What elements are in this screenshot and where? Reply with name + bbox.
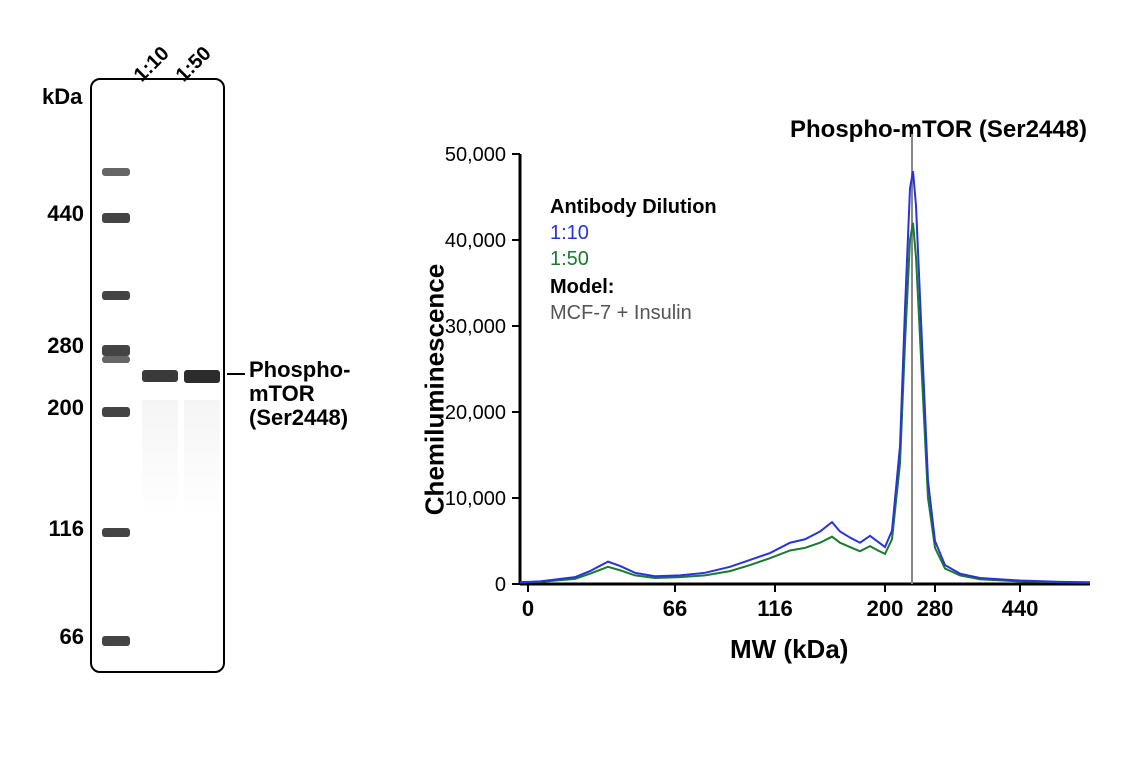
y-tick-label: 0 bbox=[495, 574, 506, 596]
y-tick-label: 20,000 bbox=[445, 402, 506, 424]
series-line-2 bbox=[520, 223, 1090, 583]
x-tick-label: 116 bbox=[757, 596, 793, 621]
chart-svg: 0 10,000 20,000 30,000 40,000 50,000 0 66 116 200… bbox=[400, 74, 1120, 694]
band-label: Phospho-mTOR (Ser2448) bbox=[249, 358, 400, 431]
x-tick-label: 440 bbox=[1002, 596, 1039, 621]
kda-tick-label: 280 bbox=[34, 333, 84, 359]
ladder-band bbox=[102, 168, 130, 176]
sample-smear bbox=[142, 400, 178, 520]
x-tick-label: 66 bbox=[663, 596, 687, 621]
x-tick-label: 280 bbox=[917, 596, 954, 621]
kda-tick-label: 66 bbox=[34, 624, 84, 650]
band-label-line1: Phospho-mTOR bbox=[249, 357, 350, 406]
ladder-lane bbox=[98, 80, 134, 671]
gel-lane-box bbox=[90, 78, 225, 673]
ladder-band bbox=[102, 213, 130, 223]
ladder-band bbox=[102, 356, 130, 363]
sample-smear bbox=[184, 400, 220, 520]
x-tick-label: 200 bbox=[867, 596, 904, 621]
ladder-band bbox=[102, 636, 130, 646]
y-tick-label: 10,000 bbox=[445, 488, 506, 510]
sample-band bbox=[142, 370, 178, 382]
sample-band bbox=[184, 370, 220, 383]
band-label-line2: (Ser2448) bbox=[249, 405, 348, 430]
kda-tick-label: 440 bbox=[34, 201, 84, 227]
ladder-band bbox=[102, 291, 130, 300]
y-tick-label: 40,000 bbox=[445, 230, 506, 252]
series-line-1 bbox=[520, 171, 1090, 582]
chart-panel: Phospho-mTOR (Ser2448) Chemiluminescence… bbox=[400, 74, 1101, 694]
kda-tick-label: 200 bbox=[34, 395, 84, 421]
x-tick-label: 0 bbox=[522, 596, 534, 621]
ladder-band bbox=[102, 528, 130, 537]
kda-heading: kDa bbox=[42, 84, 82, 110]
y-tick-label: 30,000 bbox=[445, 316, 506, 338]
kda-tick-label: 116 bbox=[34, 516, 84, 542]
figure-container: kDa 44028020011666 1:101:50 Phospho-mTOR… bbox=[0, 0, 1141, 768]
gel-panel: kDa 44028020011666 1:101:50 Phospho-mTOR… bbox=[20, 34, 400, 734]
ladder-band bbox=[102, 407, 130, 417]
y-tick-label: 50,000 bbox=[445, 144, 506, 166]
band-indicator-tick bbox=[227, 373, 245, 375]
ladder-band bbox=[102, 345, 130, 356]
